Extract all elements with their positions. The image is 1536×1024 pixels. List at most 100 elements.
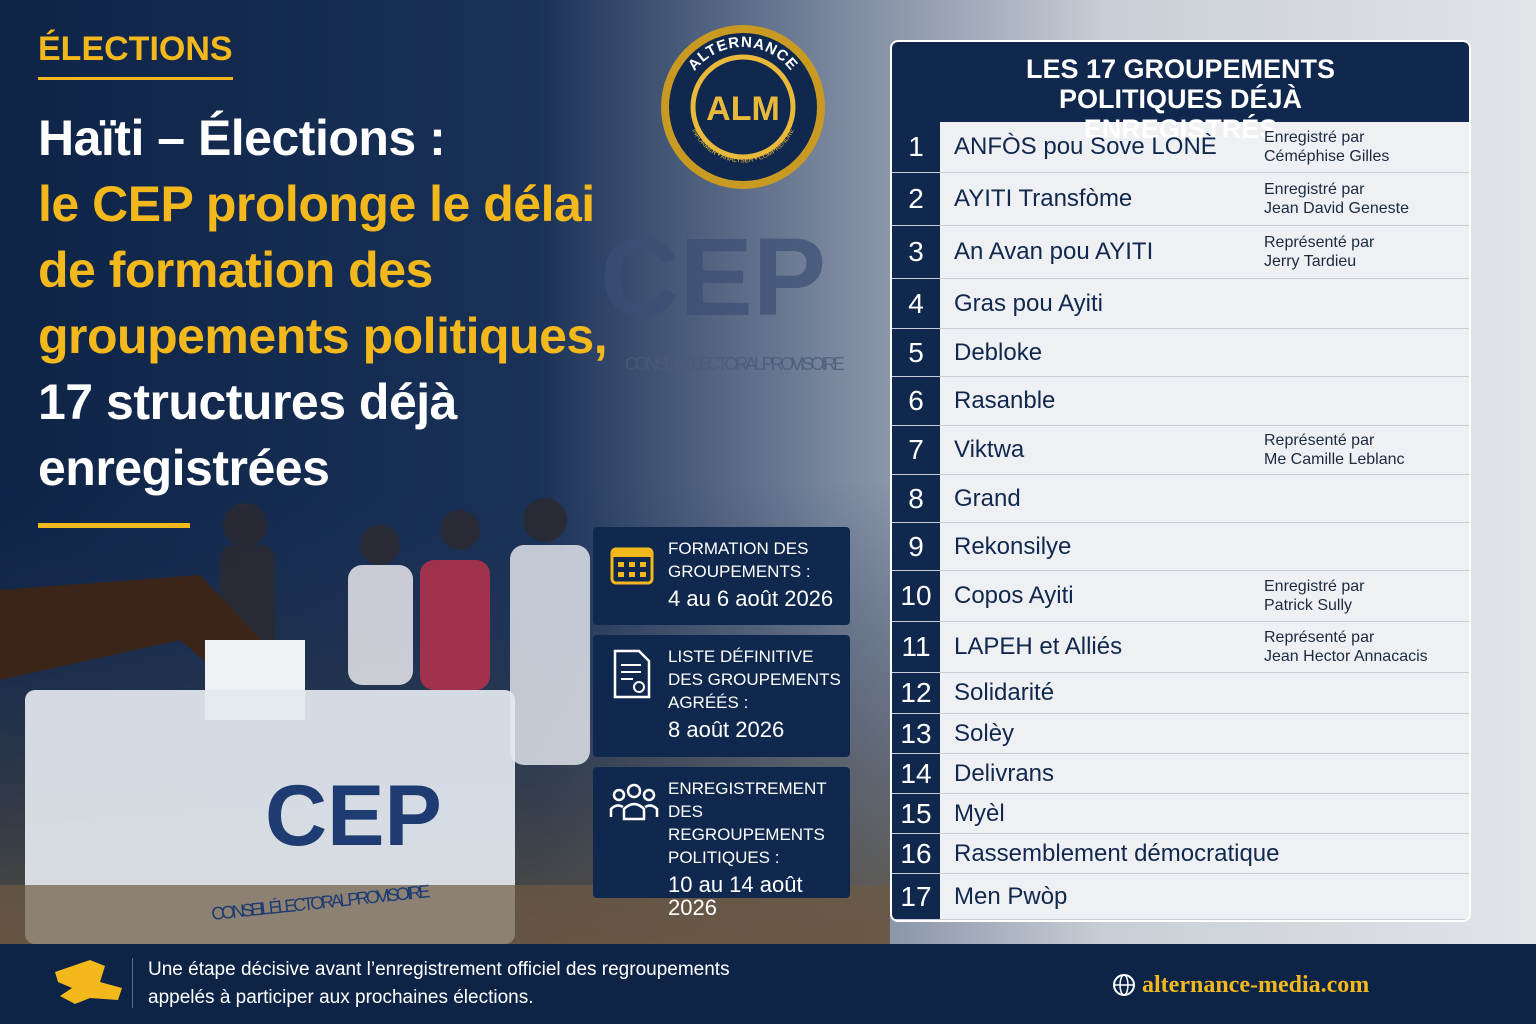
note-line: Représenté par — [1264, 432, 1375, 449]
party-name: AYITI Transfòme — [954, 185, 1133, 212]
info-icon — [609, 783, 659, 821]
table-row: 17 Men Pwòp — [892, 874, 1469, 920]
party-note: Représenté par Me Camille Leblanc — [1264, 431, 1405, 469]
party-name: Viktwa — [954, 436, 1025, 463]
party-name: Solidarité — [954, 679, 1055, 706]
info-label: FORMATION DES GROUPEMENTS : — [668, 539, 811, 581]
party-name: Rassemblement démocratique — [954, 839, 1280, 867]
party-name: Gras pou Ayiti — [954, 289, 1103, 317]
table-row: 14 Delivrans — [892, 754, 1469, 794]
table-body: 1 ANFÒS pou Sove LONÈ Enregistré par Céméph… — [892, 122, 1469, 920]
note-line: Me Camille Leblanc — [1264, 451, 1405, 468]
headline-rule — [38, 523, 190, 528]
section-tag: ÉLECTIONS — [38, 30, 233, 80]
row-number: 15 — [892, 794, 940, 833]
table-row: 10 Copos Ayiti Enregistré par Patrick Sully — [892, 571, 1469, 622]
bg-acronym: CEP — [600, 216, 826, 339]
note-line: Jean Hector Annacacis — [1264, 648, 1428, 665]
table-row: 6 Rasanble — [892, 377, 1469, 426]
party-name: Myèl — [954, 799, 1005, 827]
note-line: Patrick Sully — [1264, 597, 1353, 614]
row-number: 8 — [892, 475, 940, 522]
note-line: Représenté par — [1264, 234, 1375, 251]
note-line: Jerry Tardieu — [1264, 253, 1357, 270]
row-number: 7 — [892, 426, 940, 474]
info-label: ENREGISTREMENT DES REGROUPEMENTS POLITIQ… — [668, 779, 827, 867]
headline-line: groupements politiques, — [38, 308, 608, 364]
table-row: 4 Gras pou Ayiti — [892, 279, 1469, 329]
table-row: 13 Solèy — [892, 714, 1469, 754]
row-number: 12 — [892, 673, 940, 713]
footer-divider — [132, 958, 133, 1008]
row-number: 6 — [892, 377, 940, 425]
info-icon — [613, 649, 651, 699]
table-row: 11 LAPEH et Alliés Représenté par Jean Hect… — [892, 622, 1469, 673]
party-name: ANFÒS pou Sove LONÈ — [954, 133, 1217, 160]
info-date: 8 août 2026 — [668, 717, 785, 742]
note-line: Représenté par — [1264, 629, 1375, 646]
party-name: Copos Ayiti — [954, 582, 1074, 609]
info-icon — [610, 547, 654, 585]
party-note: Enregistré par Patrick Sully — [1264, 577, 1365, 615]
table-row: 12 Solidarité — [892, 673, 1469, 714]
table-title: LES 17 GROUPEMENTS POLITIQUES DÉJÀ ENREG… — [892, 42, 1469, 144]
table-row: 9 Rekonsilye — [892, 523, 1469, 571]
row-number: 5 — [892, 329, 940, 376]
headline: Haïti – Élections : le CEP prolonge le dé… — [38, 105, 718, 501]
table-row: 15 Myèl — [892, 794, 1469, 834]
party-note: Représenté par Jerry Tardieu — [1264, 233, 1374, 271]
box-acronym: CEP — [265, 768, 442, 864]
table-row: 1 ANFÒS pou Sove LONÈ Enregistré par Céméph… — [892, 122, 1469, 173]
party-name: Delivrans — [954, 759, 1055, 787]
logo: ALTERNANCE ALM INFORMER • ANALYSER • COM… — [661, 25, 825, 189]
parties-table: LES 17 GROUPEMENTS POLITIQUES DÉJÀ ENREG… — [890, 40, 1471, 922]
row-number: 1 — [892, 122, 940, 172]
bg-full-name: CONSEIL ÉLECTORAL PROVISOIRE — [625, 354, 845, 374]
party-name: LAPEH et Alliés — [954, 633, 1123, 660]
info-date: 4 au 6 août 2026 — [668, 586, 834, 611]
party-name: Men Pwòp — [954, 882, 1068, 910]
info-box: FORMATION DES GROUPEMENTS : 4 au 6 août 2… — [593, 527, 850, 625]
table-row: 2 AYITI Transfòme Enregistré par Jean David… — [892, 173, 1469, 226]
party-note: Enregistré par Jean David Geneste — [1264, 180, 1409, 218]
row-number: 14 — [892, 754, 940, 793]
info-label: LISTE DÉFINITIVE DES GROUPEMENTS AGRÉÉS … — [668, 647, 841, 712]
haiti-map-icon — [55, 960, 122, 1004]
site-url[interactable]: alternance-media.com — [1142, 972, 1370, 998]
party-name: Debloke — [954, 338, 1043, 366]
info-box: ENREGISTREMENT DES REGROUPEMENTS POLITIQ… — [593, 767, 850, 919]
row-number: 16 — [892, 834, 940, 873]
party-name: An Avan pou AYITI — [954, 238, 1154, 265]
row-number: 3 — [892, 226, 940, 278]
note-line: Enregistré par — [1264, 129, 1365, 146]
row-number: 9 — [892, 523, 940, 570]
row-number: 11 — [892, 622, 940, 672]
party-name: Rekonsilye — [954, 532, 1072, 560]
footer-text: Une étape décisive avant l’enregistremen… — [148, 959, 730, 1008]
table-row: 16 Rassemblement démocratique — [892, 834, 1469, 874]
headline-line: 17 structures déjà — [38, 374, 457, 430]
headline-line: Haïti – Élections : — [38, 110, 446, 166]
party-note: Représenté par Jean Hector Annacacis — [1264, 628, 1428, 666]
table-row: 5 Debloke — [892, 329, 1469, 377]
row-number: 4 — [892, 279, 940, 328]
party-name: Solèy — [954, 719, 1015, 747]
headline-line: de formation des — [38, 242, 433, 298]
row-number: 13 — [892, 714, 940, 753]
table-row: 7 Viktwa Représenté par Me Camille Leblanc — [892, 426, 1469, 475]
headline-line: le CEP prolonge le délai — [38, 176, 595, 232]
note-line: Céméphise Gilles — [1264, 148, 1390, 165]
note-line: Jean David Geneste — [1264, 200, 1409, 217]
table-row: 8 Grand — [892, 475, 1469, 523]
party-name: Rasanble — [954, 387, 1056, 414]
row-number: 17 — [892, 874, 940, 919]
note-line: Enregistré par — [1264, 578, 1365, 595]
note-line: Enregistré par — [1264, 181, 1365, 198]
info-box: LISTE DÉFINITIVE DES GROUPEMENTS AGRÉÉS … — [593, 635, 850, 757]
party-name: Grand — [954, 484, 1021, 512]
row-number: 10 — [892, 571, 940, 621]
globe-icon — [1113, 974, 1135, 996]
footer-bar — [0, 944, 1536, 1024]
headline-line: enregistrées — [38, 440, 330, 496]
